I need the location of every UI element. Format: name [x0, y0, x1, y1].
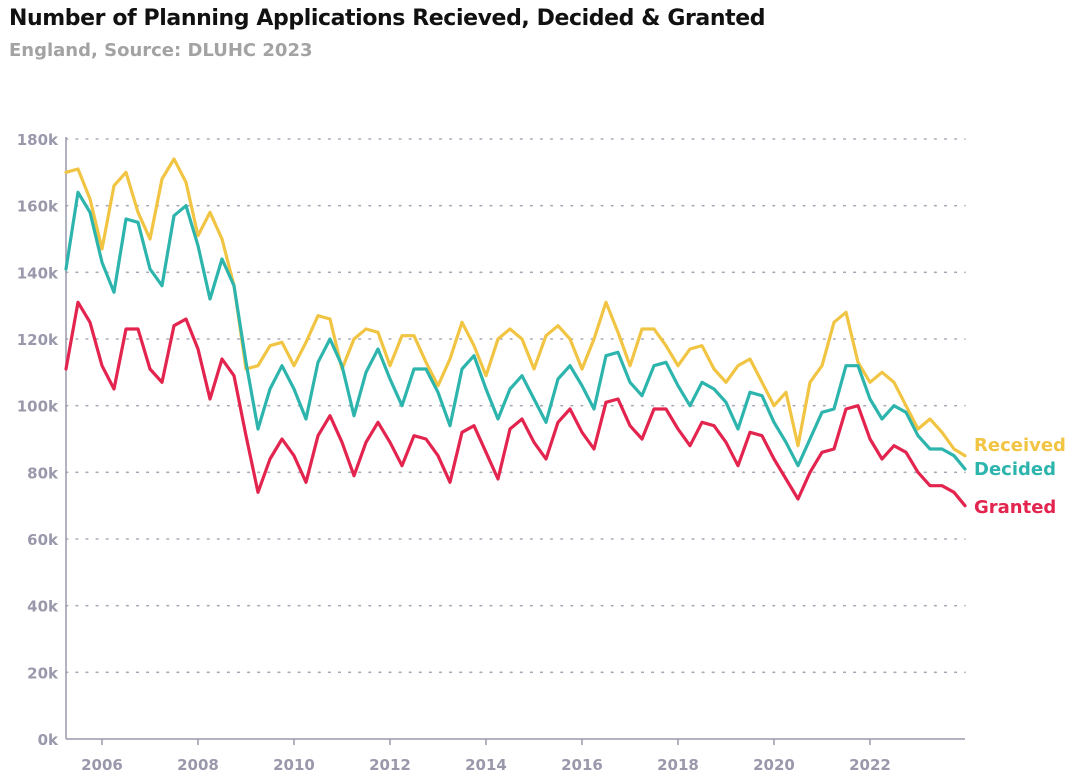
- series-line-received: [64, 157, 967, 458]
- series-label-received: Received: [974, 435, 1066, 456]
- chart-title: Number of Planning Applications Recieved…: [9, 6, 766, 31]
- x-tick-label: 2014: [465, 756, 507, 774]
- chart-subtitle: England, Source: DLUHC 2023: [9, 40, 313, 61]
- y-tick-label: 40k: [27, 598, 59, 616]
- y-tick-label: 20k: [27, 664, 59, 682]
- axes: 0k 20k 40k 60k 80k 100k 120k 140k 160k 180k 2006 20…: [17, 131, 965, 774]
- series-label-granted: Granted: [974, 497, 1056, 518]
- y-tick-label: 180k: [17, 131, 59, 149]
- y-tick-label: 80k: [27, 464, 59, 482]
- y-tick-label: 100k: [17, 398, 59, 416]
- x-tick-label: 2008: [177, 756, 219, 774]
- series-line-decided: [64, 190, 967, 471]
- y-tick-label: 160k: [17, 198, 59, 216]
- x-tick-label: 2020: [753, 756, 795, 774]
- x-tick-label: 2018: [657, 756, 699, 774]
- series-lines: [64, 157, 967, 508]
- y-tick-label: 60k: [27, 531, 59, 549]
- series-labels: Received Decided Granted: [974, 435, 1066, 518]
- gridlines: [65, 138, 966, 674]
- x-tick-label: 2006: [81, 756, 123, 774]
- y-tick-label: 140k: [17, 264, 59, 282]
- series-label-decided: Decided: [974, 459, 1056, 480]
- series-line-granted: [64, 300, 967, 508]
- x-tick-label: 2022: [849, 756, 891, 774]
- x-tick-label: 2010: [273, 756, 315, 774]
- x-tick-label: 2012: [369, 756, 411, 774]
- y-tick-label: 120k: [17, 331, 59, 349]
- y-tick-label: 0k: [38, 731, 59, 749]
- x-tick-label: 2016: [561, 756, 603, 774]
